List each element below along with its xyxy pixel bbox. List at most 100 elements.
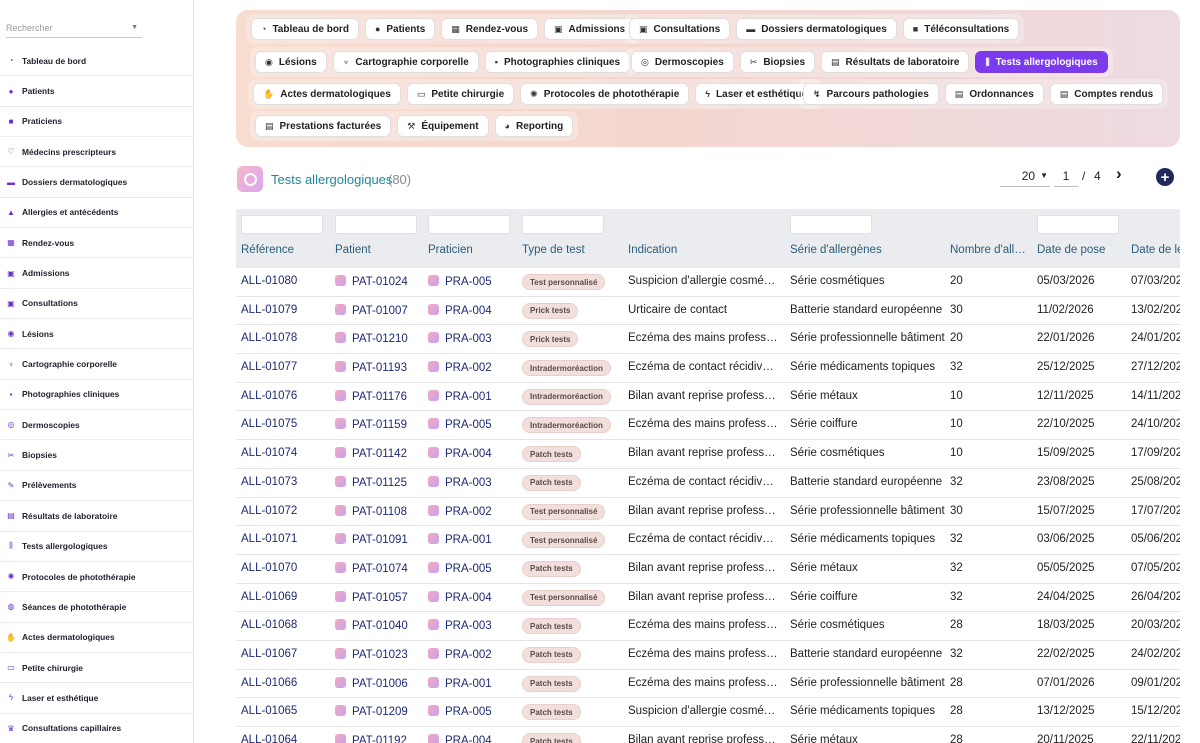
- patient-link[interactable]: PAT-01192: [335, 734, 425, 743]
- patient-link[interactable]: PAT-01125: [335, 475, 425, 489]
- sidebar-item-dermoscopies[interactable]: ◎ Dermoscopies: [0, 410, 193, 441]
- search-input[interactable]: [6, 23, 126, 33]
- patient-link[interactable]: PAT-01007: [335, 303, 425, 317]
- add-record-button[interactable]: +: [1156, 168, 1174, 186]
- patient-link[interactable]: PAT-01142: [335, 447, 425, 460]
- sidebar-item-photographies-cliniques[interactable]: ▪ Photographies cliniques: [0, 380, 193, 411]
- patient-link[interactable]: PAT-01210: [335, 332, 425, 345]
- table-row[interactable]: ALL-01074 PAT-01142 PRA-004 Patch tests Bila…: [236, 440, 1180, 469]
- table-row[interactable]: ALL-01069 PAT-01057 PRA-004 Test personnali…: [236, 583, 1180, 613]
- sidebar-item-cartographie-corporelle[interactable]: ♆ Cartographie corporelle: [0, 349, 193, 380]
- practitioner-link[interactable]: PRA-005: [428, 418, 518, 431]
- nav-chip-admissions[interactable]: ▣ Admissions: [544, 18, 636, 40]
- column-header[interactable]: Type de test: [522, 244, 585, 256]
- sidebar-item-petite-chirurgie[interactable]: ▭ Petite chirurgie: [0, 653, 193, 684]
- nav-chip-biopsies[interactable]: ✂ Biopsies: [739, 51, 816, 73]
- nav-chip-lesions[interactable]: ◉ Lésions: [255, 51, 327, 73]
- sidebar-item-consultations-capillaires[interactable]: ♛ Consultations capillaires: [0, 714, 193, 743]
- practitioner-link[interactable]: PRA-001: [428, 533, 518, 546]
- patient-link[interactable]: PAT-01040: [335, 619, 425, 632]
- nav-chip-tests-allergologiques[interactable]: ⫼ Tests allergologiques: [975, 51, 1108, 73]
- sidebar-item-tableau-de-bord[interactable]: ◔ Tableau de bord: [0, 46, 193, 77]
- patient-link[interactable]: PAT-01209: [335, 705, 425, 718]
- table-row[interactable]: ALL-01079 PAT-01007 PRA-004 Prick tests Urti…: [236, 296, 1180, 326]
- nav-chip-laser-et-esthetique[interactable]: ϟ Laser et esthétique: [695, 83, 818, 105]
- nav-chip-tableau-de-bord[interactable]: ◔ Tableau de bord: [251, 18, 359, 40]
- table-row[interactable]: ALL-01067 PAT-01023 PRA-002 Patch tests Eczé…: [236, 640, 1180, 670]
- table-row[interactable]: ALL-01078 PAT-01210 PRA-003 Prick tests Eczé…: [236, 325, 1180, 355]
- nav-chip-reporting[interactable]: ◕ Reporting: [494, 115, 574, 137]
- table-row[interactable]: ALL-01065 PAT-01209 PRA-005 Patch tests Susp…: [236, 698, 1180, 727]
- patient-link[interactable]: PAT-01108: [335, 504, 425, 518]
- practitioner-link[interactable]: PRA-001: [428, 676, 518, 690]
- nav-chip-dermoscopies[interactable]: ◎ Dermoscopies: [631, 51, 734, 73]
- column-header[interactable]: Date de pose: [1037, 244, 1106, 256]
- patient-link[interactable]: PAT-01006: [335, 676, 425, 690]
- practitioner-link[interactable]: PRA-001: [428, 389, 518, 403]
- chevron-right-icon[interactable]: ›: [1116, 164, 1122, 183]
- nav-chip-ordonnances[interactable]: ▤ Ordonnances: [944, 83, 1044, 105]
- reference-link[interactable]: ALL-01064: [241, 734, 298, 743]
- column-filter-input[interactable]: [428, 215, 510, 234]
- table-row[interactable]: ALL-01073 PAT-01125 PRA-003 Patch tests Eczé…: [236, 468, 1180, 498]
- sidebar-item-rendez-vous[interactable]: ▦ Rendez-vous: [0, 228, 193, 259]
- table-row[interactable]: ALL-01068 PAT-01040 PRA-003 Patch tests Eczé…: [236, 612, 1180, 641]
- reference-link[interactable]: ALL-01076: [241, 389, 298, 402]
- sidebar-search[interactable]: ▼: [6, 18, 142, 38]
- sidebar-item-medecins-prescripteurs[interactable]: ♡ Médecins prescripteurs: [0, 137, 193, 168]
- nav-chip-protocoles-de-phototherapie[interactable]: ✺ Protocoles de photothérapie: [520, 83, 690, 105]
- nav-chip-actes-dermatologiques[interactable]: ✋ Actes dermatologiques: [253, 83, 401, 105]
- reference-link[interactable]: ALL-01071: [241, 533, 298, 546]
- table-row[interactable]: ALL-01077 PAT-01193 PRA-002 Intradermoréact…: [236, 354, 1180, 383]
- patient-link[interactable]: PAT-01193: [335, 361, 425, 374]
- column-header[interactable]: Praticien: [428, 244, 473, 256]
- column-header[interactable]: Date de le: [1131, 244, 1180, 256]
- sidebar-item-tests-allergologiques[interactable]: ⫼ Tests allergologiques: [0, 532, 193, 562]
- column-filter-input[interactable]: [522, 215, 604, 234]
- nav-chip-patients[interactable]: ● Patients: [364, 18, 436, 40]
- nav-chip-cartographie-corporelle[interactable]: ♆ Cartographie corporelle: [332, 51, 479, 73]
- sidebar-item-laser-et-esthetique[interactable]: ϟ Laser et esthétique: [0, 683, 193, 714]
- reference-link[interactable]: ALL-01068: [241, 619, 298, 632]
- patient-link[interactable]: PAT-01159: [335, 418, 425, 431]
- reference-link[interactable]: ALL-01074: [241, 447, 298, 460]
- practitioner-link[interactable]: PRA-005: [428, 561, 518, 575]
- table-row[interactable]: ALL-01066 PAT-01006 PRA-001 Patch tests Eczé…: [236, 669, 1180, 699]
- nav-chip-parcours-pathologies[interactable]: ↯ Parcours pathologies: [803, 83, 939, 105]
- nav-chip-comptes-rendus[interactable]: ▤ Comptes rendus: [1049, 83, 1164, 105]
- reference-link[interactable]: ALL-01079: [241, 303, 298, 316]
- nav-chip-prestations-facturees[interactable]: ▤ Prestations facturées: [255, 115, 392, 137]
- practitioner-link[interactable]: PRA-004: [428, 734, 518, 743]
- table-row[interactable]: ALL-01071 PAT-01091 PRA-001 Test personnali…: [236, 526, 1180, 555]
- column-header[interactable]: Référence: [241, 244, 295, 256]
- patient-link[interactable]: PAT-01074: [335, 561, 425, 575]
- nav-chip-rendez-vous[interactable]: ▦ Rendez-vous: [441, 18, 539, 40]
- reference-link[interactable]: ALL-01078: [241, 332, 298, 345]
- practitioner-link[interactable]: PRA-005: [428, 275, 518, 288]
- nav-chip-dossiers-dermatologiques[interactable]: ▬ Dossiers dermatologiques: [736, 18, 897, 40]
- table-row[interactable]: ALL-01080 PAT-01024 PRA-005 Test personnali…: [236, 268, 1180, 297]
- nav-chip-consultations[interactable]: ▣ Consultations: [629, 18, 731, 40]
- reference-link[interactable]: ALL-01073: [241, 475, 298, 488]
- page-size-select[interactable]: 20 ▼: [1000, 165, 1050, 187]
- column-header[interactable]: Indication: [628, 244, 678, 256]
- practitioner-link[interactable]: PRA-003: [428, 475, 518, 489]
- patient-link[interactable]: PAT-01023: [335, 647, 425, 661]
- chevron-down-icon[interactable]: ▼: [131, 24, 138, 31]
- reference-link[interactable]: ALL-01069: [241, 590, 298, 603]
- sidebar-item-biopsies[interactable]: ✂ Biopsies: [0, 440, 193, 471]
- sidebar-item-lesions[interactable]: ◉ Lésions: [0, 319, 193, 350]
- sidebar-item-allergies-et-antecedents[interactable]: ▲ Allergies et antécédents: [0, 198, 193, 229]
- column-filter-input[interactable]: [790, 215, 872, 234]
- reference-link[interactable]: ALL-01067: [241, 647, 298, 660]
- column-filter-input[interactable]: [241, 215, 323, 234]
- practitioner-link[interactable]: PRA-003: [428, 332, 518, 345]
- column-header[interactable]: Nombre d'all…: [950, 244, 1026, 256]
- patient-link[interactable]: PAT-01024: [335, 275, 425, 288]
- nav-chip-photographies-cliniques[interactable]: ▪ Photographies cliniques: [484, 51, 631, 73]
- practitioner-link[interactable]: PRA-002: [428, 361, 518, 374]
- nav-chip-teleconsultations[interactable]: ■ Téléconsultations: [902, 18, 1020, 40]
- column-filter-input[interactable]: [1037, 215, 1119, 234]
- practitioner-link[interactable]: PRA-002: [428, 647, 518, 661]
- reference-link[interactable]: ALL-01080: [241, 275, 298, 287]
